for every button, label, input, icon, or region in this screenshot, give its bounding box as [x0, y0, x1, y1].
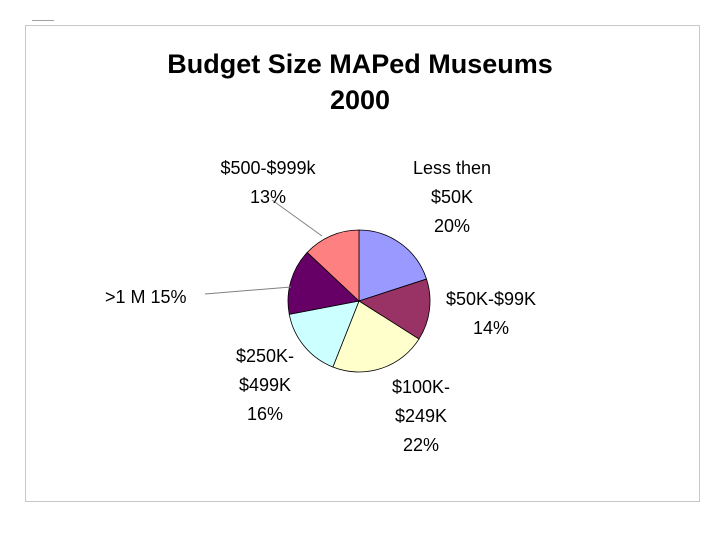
slice-label-3-line-3: 22% — [403, 435, 439, 455]
slice-label-6-line-1: $500-$999k — [220, 158, 316, 178]
pie-slice-3 — [332, 300, 420, 373]
slice-label-2-line-2: 14% — [473, 318, 509, 338]
slice-label-2: $50K-$99K 14% — [446, 289, 536, 338]
slice-label-4: $250K- $499K 16% — [236, 346, 294, 424]
slice-label-2-line-1: $50K-$99K — [446, 289, 536, 309]
slice-label-1: Less then $50K 20% — [413, 158, 491, 236]
pie-slice-2 — [358, 278, 431, 340]
pie-slice-6 — [306, 229, 360, 302]
slice-label-4-line-2: $499K — [239, 375, 291, 395]
pie-slice-1 — [358, 229, 428, 302]
leader-line-5 — [204, 286, 292, 295]
chart-title-line-1: Budget Size MAPed Museums — [167, 49, 553, 79]
slice-label-6-line-2: 13% — [250, 187, 286, 207]
slice-label-5: >1 M 15% — [105, 287, 187, 307]
slice-label-1-line-1: Less then — [413, 158, 491, 178]
slice-label-1-line-3: 20% — [434, 216, 470, 236]
chart-title-line-2: 2000 — [329, 85, 391, 115]
slice-label-1-line-2: $50K — [431, 187, 473, 207]
slice-label-5-line-1: >1 M 15% — [105, 287, 187, 307]
slice-label-4-line-3: 16% — [247, 404, 283, 424]
slice-label-6: $500-$999k 13% — [220, 158, 316, 207]
slice-label-3-line-2: $249K — [395, 406, 447, 426]
pie-slice-5 — [287, 251, 360, 315]
leader-line-6 — [271, 199, 323, 237]
slice-label-3-line-1: $100K- — [392, 377, 450, 397]
pie-slice-4 — [288, 300, 360, 368]
slice-label-3: $100K- $249K 22% — [392, 377, 450, 455]
chart-title: Budget Size MAPed Museums 2000 — [0, 46, 720, 118]
slice-label-4-line-1: $250K- — [236, 346, 294, 366]
chart-frame — [25, 25, 700, 502]
slide-tab-mark — [32, 20, 54, 21]
